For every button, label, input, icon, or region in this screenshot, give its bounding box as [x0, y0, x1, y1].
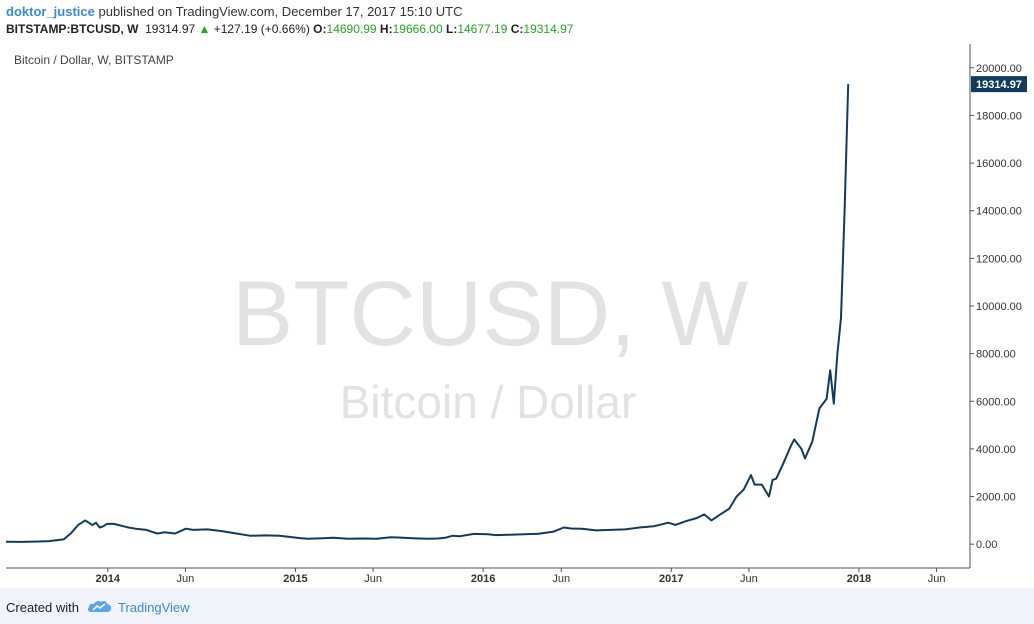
- price-change: +127.19 (+0.66%): [213, 22, 310, 36]
- y-tick-label: 10000.00: [976, 301, 1022, 313]
- watermark-sub: Bitcoin / Dollar: [340, 376, 637, 428]
- y-tick-label: 16000.00: [976, 158, 1022, 170]
- x-tick-label: 2015: [283, 573, 307, 585]
- high-label: H:: [379, 22, 393, 36]
- last-price: 19314.97: [145, 22, 196, 36]
- y-tick-label: 6000.00: [976, 396, 1016, 408]
- symbol-info: BITSTAMP:BTCUSD, W 19314.97 ▲ +127.19 (+…: [6, 22, 573, 36]
- close-label: C:: [510, 22, 524, 36]
- y-tick-label: 0.00: [976, 539, 997, 551]
- y-tick-label: 12000.00: [976, 253, 1022, 265]
- high-value: 19666.00: [392, 22, 443, 36]
- created-with-text: Created with: [6, 600, 79, 615]
- x-tick-label: 2016: [471, 573, 495, 585]
- low-label: L:: [446, 22, 458, 36]
- up-arrow-icon: ▲: [198, 22, 211, 36]
- y-tick-label: 8000.00: [976, 349, 1016, 361]
- chart-header: doktor_justice published on TradingView.…: [0, 0, 1034, 40]
- close-value: 19314.97: [523, 22, 574, 36]
- y-tick-label: 14000.00: [976, 206, 1022, 218]
- tradingview-cloud-icon[interactable]: [87, 598, 113, 614]
- published-text: published on TradingView.com, December 1…: [98, 4, 463, 19]
- last-price-marker: [971, 76, 1027, 93]
- y-tick-label: 20000.00: [976, 63, 1022, 75]
- y-tick-label: 18000.00: [976, 110, 1022, 122]
- x-tick-label: Jun: [552, 573, 570, 585]
- tradingview-brand[interactable]: TradingView: [118, 600, 190, 615]
- symbol-label: BITSTAMP:BTCUSD, W: [6, 22, 139, 36]
- y-tick-label: 2000.00: [976, 492, 1016, 504]
- y-tick-label: 4000.00: [976, 444, 1016, 456]
- last-price-label: 19314.97: [976, 79, 1022, 91]
- footer: Created with TradingView: [0, 594, 1034, 620]
- x-tick-label: Jun: [177, 573, 195, 585]
- open-value: 14690.99: [326, 22, 377, 36]
- x-tick-label: Jun: [740, 573, 758, 585]
- chart-area[interactable]: BTCUSD, W Bitcoin / Dollar Bitcoin / Dol…: [0, 40, 1034, 588]
- open-label: O:: [313, 22, 327, 36]
- chart-title: Bitcoin / Dollar, W, BITSTAMP: [14, 53, 174, 67]
- publish-info: doktor_justice published on TradingView.…: [6, 4, 462, 19]
- x-tick-label: Jun: [364, 573, 382, 585]
- low-value: 14677.19: [457, 22, 508, 36]
- price-chart[interactable]: BTCUSD, W Bitcoin / Dollar Bitcoin / Dol…: [0, 40, 1034, 588]
- watermark-main: BTCUSD, W: [232, 263, 748, 365]
- price-line[interactable]: [5, 84, 850, 543]
- x-tick-label: 2014: [96, 573, 121, 585]
- author-link[interactable]: doktor_justice: [6, 4, 95, 19]
- x-tick-label: Jun: [928, 573, 946, 585]
- x-tick-label: 2017: [659, 573, 683, 585]
- x-tick-label: 2018: [847, 573, 871, 585]
